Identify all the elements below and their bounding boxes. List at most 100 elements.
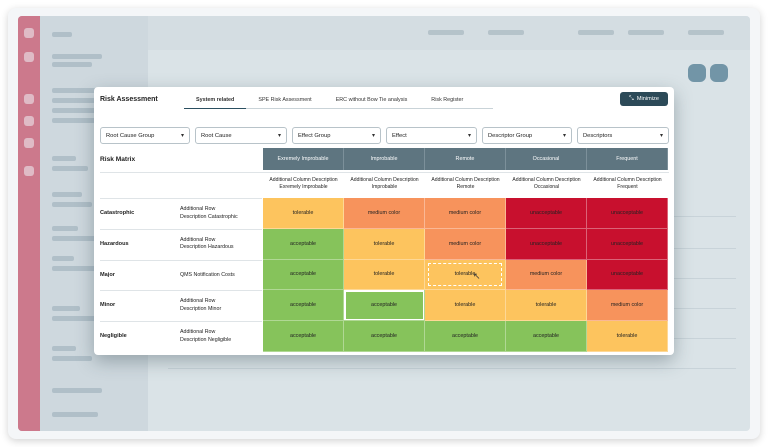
row-divider <box>100 228 262 230</box>
matrix-cell[interactable]: tolerable <box>587 321 668 352</box>
select-label: Effect Group <box>298 133 331 139</box>
matrix-cell[interactable]: medium color <box>344 198 425 229</box>
row-description: Additional Row Description Negligible <box>180 329 231 344</box>
matrix-cell[interactable]: acceptable <box>425 321 506 352</box>
row-description-line: Additional Row <box>180 329 216 336</box>
row-divider <box>100 198 262 199</box>
matrix-cell[interactable]: medium color <box>425 228 506 260</box>
matrix-cell[interactable]: unacceptable <box>506 228 587 260</box>
matrix-cell[interactable]: tolerable <box>344 259 425 291</box>
row-description-line: Description Minor <box>180 305 222 312</box>
matrix-cell[interactable]: acceptable <box>263 321 344 352</box>
matrix-cell[interactable]: unacceptable <box>587 198 668 229</box>
row-description: QMS Notification Costs <box>180 272 235 280</box>
nav-icon[interactable] <box>24 166 34 176</box>
matrix-cell[interactable]: acceptable <box>263 259 344 291</box>
column-header: Improbable <box>344 148 425 170</box>
filter-bar: Root Cause Group ▾ Root Cause ▾ Effect Gro… <box>100 127 669 144</box>
select-label: Root Cause <box>201 133 232 139</box>
row-description-line: Description Hazardous <box>180 244 234 251</box>
descriptor-group-select[interactable]: Descriptor Group ▾ <box>482 127 572 144</box>
dialog-title: Risk Assessment <box>100 96 158 103</box>
matrix-cell[interactable]: medium color <box>506 259 587 291</box>
matrix-cell[interactable]: acceptable <box>344 290 425 322</box>
row-description-line: Additional Row <box>180 236 216 243</box>
column-description-line: Additional Column Description <box>431 177 500 183</box>
row-divider <box>100 290 262 292</box>
column-description: Additional Column Description Exremely Im… <box>263 172 344 198</box>
row-description: Additional Row Description Hazardous <box>180 237 234 252</box>
matrix-cell[interactable]: acceptable <box>263 290 344 322</box>
row-description: Additional Row Description Minor <box>180 298 221 313</box>
matrix-cell[interactable]: tolerable <box>506 290 587 322</box>
column-description-line: Additional Column Description <box>512 177 581 183</box>
chevron-down-icon: ▾ <box>467 133 471 139</box>
row-header: Negligible <box>100 333 127 340</box>
root-cause-group-select[interactable]: Root Cause Group ▾ <box>100 127 190 144</box>
minimize-button[interactable]: ⤡ Minimize <box>620 92 668 106</box>
root-cause-select[interactable]: Root Cause ▾ <box>195 127 287 144</box>
column-description-line: Remote <box>456 184 475 190</box>
row-divider <box>100 259 262 261</box>
matrix-cell[interactable]: unacceptable <box>506 198 587 229</box>
column-description: Additional Column Description Frequent <box>587 172 668 198</box>
row-description-line: Additional Row <box>180 298 216 305</box>
tab-spe-risk-assessment[interactable]: SPE Risk Assessment <box>246 87 324 109</box>
column-description-line: Additional Column Description <box>269 177 338 183</box>
nav-icon[interactable] <box>24 94 34 104</box>
effect-group-select[interactable]: Effect Group ▾ <box>292 127 381 144</box>
home-icon[interactable] <box>24 28 34 38</box>
matrix-cell[interactable]: acceptable <box>263 228 344 260</box>
matrix-cell[interactable]: tolerable <box>344 228 425 260</box>
column-header: Remote <box>425 148 506 170</box>
row-header: Major <box>100 271 115 278</box>
select-label: Effect <box>392 133 407 139</box>
matrix-cell[interactable]: tolerable <box>425 290 506 322</box>
compress-icon: ⤡ <box>629 95 634 102</box>
toolbar-background <box>158 56 728 86</box>
tab-system-related[interactable]: System related <box>184 87 247 109</box>
effect-select[interactable]: Effect ▾ <box>386 127 477 144</box>
chevron-down-icon: ▾ <box>562 133 566 139</box>
column-description: Additional Column Description Improbable <box>344 172 425 198</box>
nav-icon[interactable] <box>24 52 34 62</box>
column-description-line: Occasional <box>533 184 560 190</box>
chevron-down-icon: ▾ <box>371 133 375 139</box>
row-description-line: Description Catastrophic <box>180 213 238 220</box>
column-description-line: Additional Column Description <box>350 177 419 183</box>
matrix-cell[interactable]: acceptable <box>506 321 587 352</box>
column-header: Frequent <box>587 148 668 170</box>
column-description-line: Additional Column Description <box>593 177 662 183</box>
matrix-cell[interactable]: medium color <box>425 198 506 229</box>
descriptors-select[interactable]: Descriptors ▾ <box>577 127 669 144</box>
header-background <box>148 16 750 50</box>
chevron-down-icon: ▾ <box>180 133 184 139</box>
matrix-cell[interactable]: tolerable <box>425 259 506 291</box>
matrix-cell[interactable]: unacceptable <box>587 259 668 291</box>
column-header: Occasional <box>506 148 587 170</box>
row-description-line: Additional Row <box>180 206 216 212</box>
row-description: Additional Row Description Catastrophic <box>180 206 238 221</box>
tab-bar: System related SPE Risk Assessment ERC w… <box>184 87 494 113</box>
column-description: Additional Column Description Occasional <box>506 172 587 198</box>
chevron-down-icon: ▾ <box>659 133 663 139</box>
matrix-cell[interactable]: tolerable <box>263 198 344 229</box>
row-header: Hazardous <box>100 240 129 247</box>
chevron-down-icon: ▾ <box>277 133 281 139</box>
column-header: Exremely Improbable <box>263 148 344 170</box>
matrix-cell[interactable]: acceptable <box>344 321 425 352</box>
tab-risk-register[interactable]: Risk Register <box>419 87 494 109</box>
minimize-label: Minimize <box>636 96 659 102</box>
row-divider <box>100 172 669 173</box>
row-divider <box>100 321 262 323</box>
column-description-line: Exremely Improbable <box>279 184 328 190</box>
risk-matrix-label: Risk Matrix <box>100 156 136 163</box>
nav-icon[interactable] <box>24 138 34 148</box>
nav-icon[interactable] <box>24 116 34 126</box>
select-label: Descriptors <box>583 133 613 139</box>
nav-rail <box>18 16 40 431</box>
matrix-cell[interactable]: unacceptable <box>587 228 668 260</box>
matrix-cell[interactable]: medium color <box>587 290 668 322</box>
row-header: Minor <box>100 302 116 309</box>
tab-erc-without-bow-tie[interactable]: ERC without Bow Tie analysis <box>323 87 420 109</box>
